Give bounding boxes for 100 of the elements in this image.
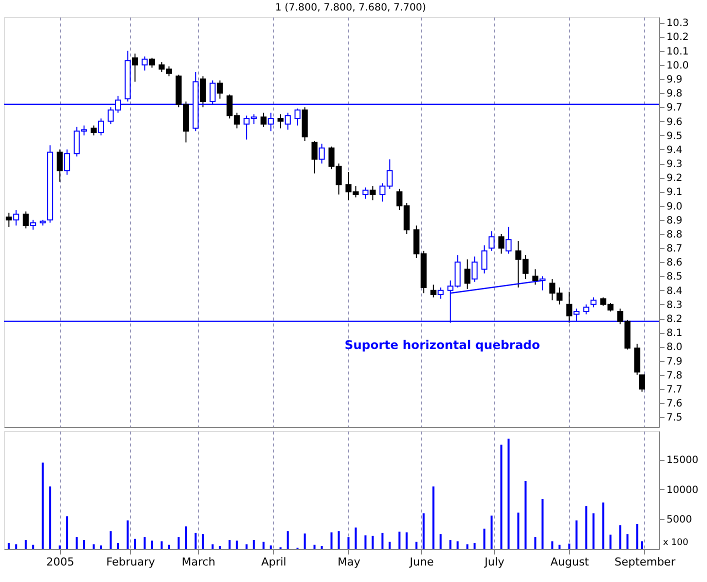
y-tick-label: 5000: [666, 514, 692, 526]
bar: [160, 541, 163, 549]
bar: [449, 540, 452, 549]
bar: [330, 532, 332, 549]
y-tick-label: 9.0: [666, 201, 682, 212]
annotation: Suporte horizontal quebrado: [344, 338, 540, 352]
bar: [406, 532, 408, 549]
candlestick: [312, 140, 318, 174]
bar: [24, 540, 27, 549]
bar: [236, 540, 238, 549]
bar: [286, 531, 289, 549]
bar: [432, 486, 434, 549]
candlestick: [260, 112, 267, 128]
bar: [58, 545, 61, 549]
bar: [372, 536, 374, 549]
y-tick-label: 15000: [666, 455, 698, 466]
y-tick-label: 9.4: [666, 144, 682, 156]
y-tick-label: 9.8: [666, 88, 682, 100]
bar: [636, 524, 638, 549]
bar: [422, 513, 425, 549]
candlestick: [590, 296, 596, 308]
y-tick-label: 9.1: [666, 187, 682, 198]
candlestick: [566, 291, 572, 324]
bar: [134, 538, 136, 549]
y-tick-label: 8.9: [666, 215, 682, 226]
candlestick: [532, 268, 538, 286]
candlestick: [142, 56, 148, 72]
bar: [364, 535, 366, 549]
bar: [398, 532, 400, 549]
bar: [456, 541, 459, 549]
y-tick-label: 10.3: [666, 18, 689, 30]
bar: [500, 444, 502, 549]
bar: [558, 544, 561, 549]
y-tick-label: 9.9: [666, 74, 682, 86]
y-tick-label: 9.5: [666, 130, 682, 142]
bar: [110, 531, 112, 549]
x-tick-label: April: [261, 556, 286, 568]
candlestick: [488, 230, 495, 252]
candlestick: [56, 148, 63, 182]
bar: [568, 544, 570, 549]
bar: [252, 540, 255, 549]
y-tick-label: 8.6: [666, 258, 682, 269]
y-tick-label: 7.6: [666, 398, 682, 410]
candlestick: [430, 284, 436, 298]
y-tick-label: 8.4: [666, 286, 682, 297]
candlestick: [438, 287, 444, 300]
candlestick: [22, 210, 29, 229]
bar: [576, 520, 578, 549]
y-tick-label: 9.6: [666, 116, 682, 128]
bar: [320, 546, 323, 549]
bar: [246, 544, 248, 549]
bar: [270, 545, 272, 549]
bar: [83, 540, 86, 549]
candlestick: [294, 108, 301, 126]
candlestick: [200, 76, 206, 108]
y-tick-label: 8.5: [666, 272, 682, 283]
bar: [100, 545, 102, 549]
x-tick-label: June: [408, 556, 434, 568]
bar: [619, 525, 622, 549]
bar: [626, 534, 628, 549]
candlestick: [481, 244, 488, 274]
candlestick: [6, 212, 12, 228]
bar: [483, 528, 486, 549]
bar: [76, 537, 78, 549]
bar: [92, 544, 95, 549]
bar: [117, 543, 120, 549]
bar: [49, 486, 52, 549]
x-tick-label: March: [182, 556, 216, 568]
bar: [144, 537, 146, 549]
candlestick: [90, 124, 97, 136]
bar: [609, 534, 612, 549]
bar: [524, 481, 527, 549]
bar: [262, 542, 265, 549]
bar: [338, 531, 340, 549]
bar: [347, 537, 350, 549]
bar: [212, 544, 214, 549]
candlestick: [216, 80, 223, 100]
candlestick: [464, 258, 470, 290]
y-tick-label: 7.7: [666, 384, 682, 396]
candlestick: [506, 226, 512, 254]
y-tick-label: 10.2: [666, 32, 689, 44]
bar: [592, 513, 594, 549]
candlestick: [268, 112, 274, 132]
bar: [150, 540, 153, 549]
bar: [218, 546, 221, 549]
bar: [490, 516, 493, 549]
y-tick-label: 9.2: [666, 173, 682, 184]
y-tick-label: 8.8: [666, 229, 682, 240]
candlestick: [132, 53, 138, 82]
candlestick: [13, 210, 20, 226]
y-tick-label: 10.1: [666, 46, 689, 58]
bar: [8, 543, 10, 549]
candlestick: [284, 112, 291, 130]
y-tick-label: 8.0: [666, 342, 682, 354]
candlestick: [278, 114, 284, 129]
bar: [194, 532, 197, 549]
bar: [542, 498, 544, 549]
y-tick-label: 8.7: [666, 244, 682, 255]
bar: [32, 544, 34, 549]
chart-title: 1 (7.800, 7.800, 7.680, 7.700): [275, 2, 426, 14]
